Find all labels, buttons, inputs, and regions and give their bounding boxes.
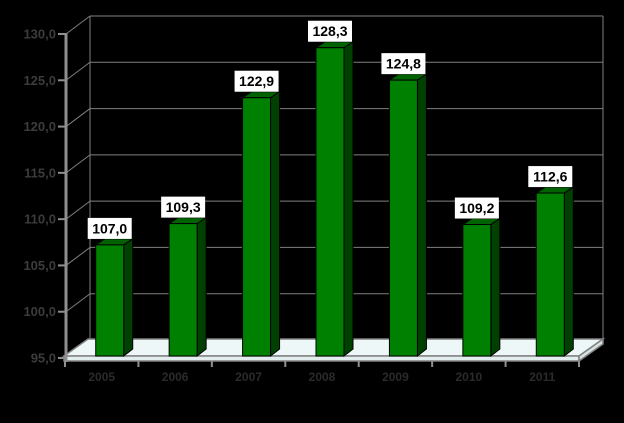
bar-front-face bbox=[388, 79, 418, 357]
bar-front-face bbox=[242, 97, 272, 357]
bar-value-label: 109,3 bbox=[166, 199, 201, 215]
x-axis-label: 2005 bbox=[88, 370, 115, 384]
depth-gridline bbox=[65, 15, 91, 35]
bar-side-face bbox=[563, 186, 574, 358]
bar-value-label-box bbox=[528, 166, 573, 188]
bar-side-face bbox=[196, 216, 207, 358]
bar-side-face bbox=[123, 237, 134, 358]
bar-value-label: 124,8 bbox=[386, 56, 421, 72]
bar-side-face bbox=[270, 90, 281, 358]
bar bbox=[534, 186, 575, 358]
y-axis-label: 105,0 bbox=[23, 258, 56, 273]
depth-gridline bbox=[65, 61, 91, 81]
bar-value-label-box bbox=[308, 20, 352, 42]
y-axis-label: 115,0 bbox=[24, 165, 56, 180]
bar bbox=[240, 90, 282, 358]
bar-side-face bbox=[343, 40, 354, 358]
x-axis-label: 2006 bbox=[162, 370, 189, 384]
bar-value-label-box bbox=[454, 197, 499, 219]
bar-side-face bbox=[490, 217, 501, 358]
x-axis-label: 2007 bbox=[235, 370, 262, 384]
x-axis-label: 2010 bbox=[456, 370, 483, 384]
bar-front-face bbox=[315, 47, 345, 357]
y-axis-label: 120,0 bbox=[23, 119, 56, 134]
bar-value-label-box bbox=[87, 217, 132, 239]
bar-value-label: 107,0 bbox=[92, 220, 127, 236]
x-axis-label: 2009 bbox=[382, 370, 409, 384]
bar-value-label-box bbox=[161, 196, 206, 218]
bar-value-label: 112,6 bbox=[533, 169, 567, 185]
bar bbox=[461, 217, 502, 358]
bar bbox=[314, 40, 355, 358]
y-axis-label: 95,0 bbox=[31, 351, 56, 366]
bar bbox=[94, 237, 135, 358]
x-axis-label: 2008 bbox=[309, 370, 336, 384]
y-axis-label: 130,0 bbox=[23, 27, 56, 42]
y-axis-label: 110,0 bbox=[24, 212, 56, 227]
bar-front-face bbox=[95, 244, 125, 357]
bar-value-label: 109,2 bbox=[459, 200, 494, 216]
y-axis-label: 100,0 bbox=[23, 304, 56, 319]
bar-side-face bbox=[416, 73, 427, 358]
bar bbox=[167, 216, 208, 358]
depth-gridline bbox=[65, 108, 91, 127]
floor-right bbox=[578, 337, 604, 363]
bar-front-face bbox=[462, 224, 492, 357]
y-axis-label: 125,0 bbox=[23, 73, 56, 88]
x-axis-label: 2011 bbox=[529, 370, 555, 384]
depth-gridline bbox=[65, 247, 91, 266]
bar-value-label-box bbox=[381, 53, 426, 75]
depth-gridline bbox=[65, 293, 91, 313]
bar-front-face bbox=[535, 192, 565, 357]
depth-gridline bbox=[65, 154, 91, 174]
floor-front bbox=[63, 355, 580, 362]
bar bbox=[387, 73, 429, 358]
depth-gridline bbox=[65, 200, 91, 220]
bar-value-label: 128,3 bbox=[312, 23, 347, 39]
bar-value-label-box bbox=[234, 70, 279, 92]
bar-value-label: 122,9 bbox=[239, 73, 274, 89]
bar-front-face bbox=[168, 223, 198, 357]
